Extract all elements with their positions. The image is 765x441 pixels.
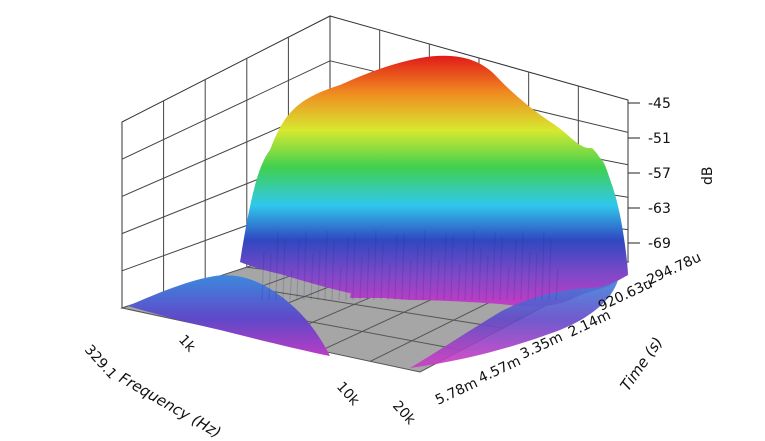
surface-streak	[380, 243, 384, 301]
z-tick-label: -51	[648, 131, 671, 147]
surface-streak	[324, 230, 328, 301]
grid-line	[121, 60, 331, 160]
surface-streak	[394, 234, 398, 301]
surface-streak	[296, 238, 300, 301]
x-axis-title: Frequency (Hz)	[116, 369, 224, 441]
surface-streak	[387, 263, 391, 301]
surface-streak	[422, 229, 426, 301]
surface-streak	[464, 242, 468, 301]
z-tick-label: -69	[648, 236, 671, 252]
surface-streak	[527, 251, 531, 301]
surface-streak	[520, 230, 524, 301]
surface-streak	[408, 260, 412, 301]
surface-streak	[345, 236, 349, 301]
surface-streak	[261, 250, 265, 301]
surface-streak	[429, 245, 433, 301]
surface-streak	[268, 253, 272, 301]
surface-streak	[373, 230, 377, 301]
surface-streak	[338, 266, 342, 301]
surface-mid-lobe	[350, 220, 432, 298]
surface-front-tail	[410, 280, 618, 368]
surface-streak	[289, 269, 293, 301]
surface-streak	[366, 247, 370, 301]
x-tick-label: 1k	[175, 332, 199, 356]
spectrum-surface	[128, 55, 628, 368]
z-tick-label: -57	[648, 166, 671, 182]
x-tick-label: 10k	[333, 379, 363, 410]
y-tick-label: 4.57m	[476, 353, 523, 386]
y-tick-label: 5.78m	[433, 375, 480, 408]
x-tick-label: 20k	[389, 398, 419, 429]
surface-streak	[555, 269, 559, 301]
surface-streak	[485, 256, 489, 301]
surface-streak	[548, 238, 552, 301]
surface-streak	[415, 245, 419, 301]
surface-streak	[492, 231, 496, 301]
surface-streak	[282, 238, 286, 301]
surface-streak	[471, 230, 475, 301]
surface-streak	[275, 231, 279, 301]
surface-streak	[541, 230, 545, 301]
z-axis-title: dB	[700, 167, 716, 186]
surface-streak	[450, 235, 454, 301]
y-axis-title: Time (s)	[617, 334, 667, 395]
surface-streak	[331, 240, 335, 301]
surface-streak	[457, 263, 461, 301]
z-tick-label: -45	[648, 96, 671, 112]
surface-streak	[401, 233, 405, 301]
surface-streak	[352, 232, 356, 301]
surface-streak	[499, 236, 503, 301]
surface-streak	[513, 240, 517, 301]
surface-right-ridge	[560, 156, 626, 291]
x-tick-label: 329.1	[81, 342, 120, 383]
surface-streak	[310, 254, 314, 301]
surface-streak	[443, 233, 447, 301]
surface-main	[240, 55, 628, 307]
surface-streak	[359, 257, 363, 301]
surface-front-lobe	[128, 275, 330, 356]
surface-streak	[436, 259, 440, 301]
z-tick-label: -63	[648, 201, 671, 217]
surface-streak	[534, 253, 538, 301]
surface-streak	[317, 250, 321, 301]
surface-streak	[506, 267, 510, 301]
surface-streak	[303, 231, 307, 301]
surface-streak	[478, 248, 482, 301]
